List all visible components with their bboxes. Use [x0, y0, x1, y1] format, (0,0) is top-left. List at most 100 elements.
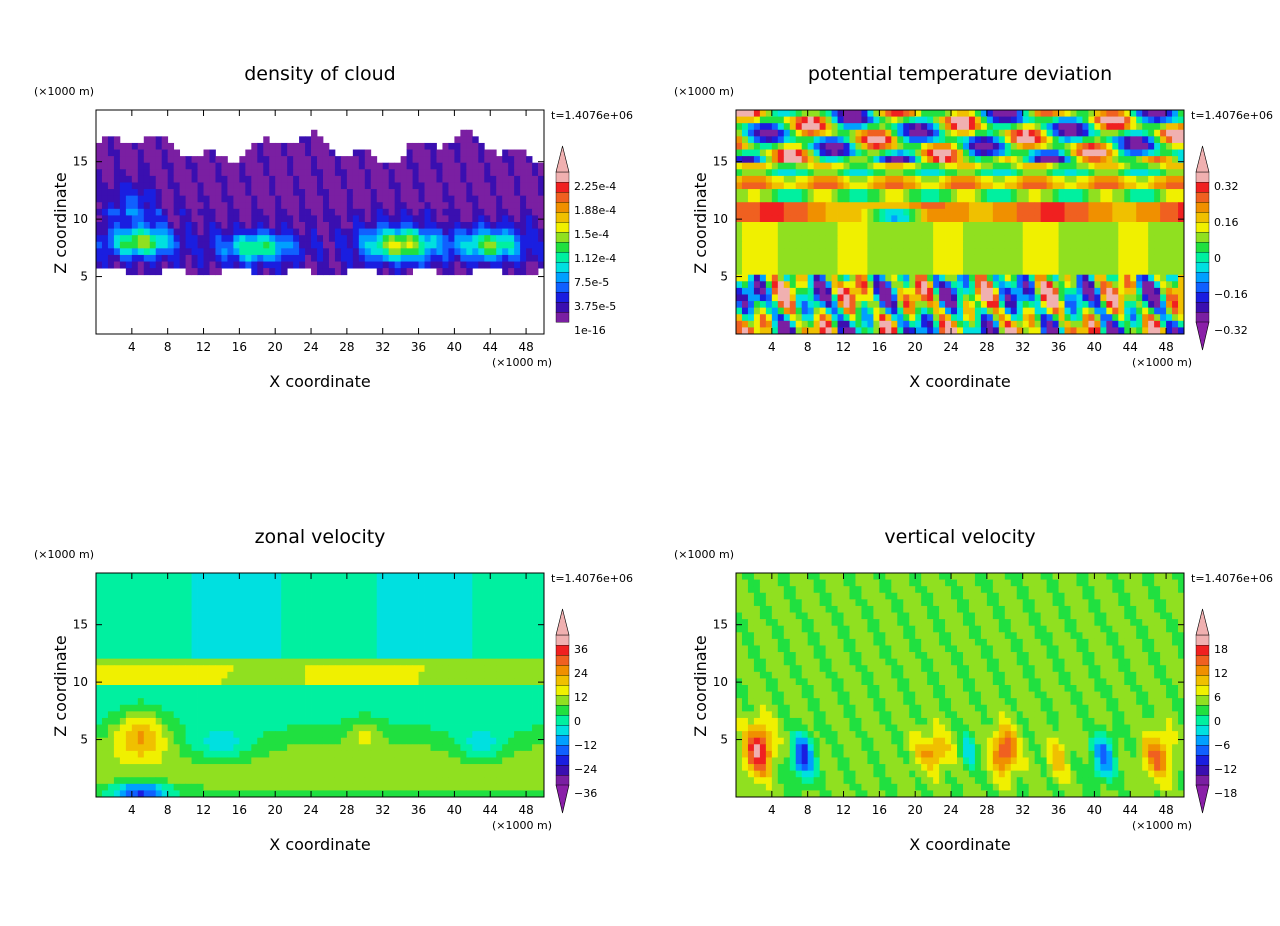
heatmap-cell — [125, 261, 133, 269]
heatmap-cell — [454, 612, 461, 620]
heatmap-cell — [1064, 169, 1071, 177]
heatmap-cell — [520, 579, 527, 587]
heatmap-cell — [915, 202, 922, 210]
heatmap-cell — [538, 632, 545, 640]
heatmap-cell — [861, 268, 868, 276]
heatmap-cell — [1112, 307, 1119, 315]
heatmap-cell — [1010, 241, 1018, 249]
heatmap-cell — [843, 268, 850, 276]
heatmap-cell — [1046, 195, 1053, 203]
heatmap-cell — [1154, 215, 1161, 223]
heatmap-cell — [96, 632, 103, 640]
heatmap-cell — [957, 202, 964, 210]
heatmap-cell — [843, 248, 850, 256]
heatmap-cell — [508, 268, 515, 276]
heatmap-cell — [346, 208, 354, 216]
heatmap-cell — [287, 605, 294, 613]
heatmap-cell — [311, 228, 318, 236]
heatmap-cell — [526, 268, 533, 276]
heatmap-cell — [96, 605, 103, 613]
heatmap-cell — [532, 195, 539, 203]
heatmap-cell — [795, 202, 803, 210]
heatmap-cell — [921, 254, 928, 262]
heatmap-cell — [879, 123, 886, 131]
heatmap-cell — [317, 592, 324, 600]
heatmap-cell — [221, 586, 228, 594]
heatmap-cell — [514, 169, 521, 177]
heatmap-cell — [203, 162, 210, 170]
heatmap-cell — [131, 175, 139, 183]
heatmap-cell — [478, 235, 485, 243]
heatmap-cell — [275, 235, 282, 243]
heatmap-cell — [370, 235, 378, 243]
heatmap-cell — [448, 612, 455, 620]
heatmap-cell — [179, 156, 186, 164]
heatmap-cell — [1004, 129, 1012, 137]
heatmap-cell — [101, 208, 109, 216]
heatmap-cell — [382, 268, 390, 276]
heatmap-cell — [364, 248, 372, 256]
heatmap-cell — [215, 619, 222, 627]
heatmap-cell — [939, 142, 946, 150]
heatmap-cell — [490, 182, 497, 190]
heatmap-cell — [532, 612, 539, 620]
heatmap-cell — [1094, 294, 1101, 302]
heatmap-cell — [843, 314, 850, 322]
heatmap-cell — [358, 573, 366, 580]
heatmap-cell — [867, 248, 874, 256]
heatmap-cell — [1100, 307, 1107, 315]
heatmap-cell — [442, 612, 449, 620]
heatmap-cell — [1004, 294, 1012, 302]
heatmap-cell — [233, 579, 240, 587]
heatmap-cell — [1052, 116, 1059, 124]
heatmap-cell — [825, 195, 832, 203]
heatmap-cell — [1166, 202, 1173, 210]
heatmap-cell — [1130, 123, 1137, 131]
heatmap-cell — [915, 254, 922, 262]
heatmap-cell — [346, 625, 354, 633]
heatmap-cell — [269, 162, 276, 170]
heatmap-cell — [496, 169, 503, 177]
heatmap-cell — [879, 287, 886, 295]
plot-frame — [735, 109, 1185, 335]
heatmap-cell — [215, 222, 222, 229]
heatmap-cell — [251, 645, 258, 653]
heatmap-cell — [137, 248, 145, 256]
heatmap-cell — [1040, 222, 1048, 229]
heatmap-cell — [807, 149, 815, 157]
heatmap-cell — [1112, 189, 1119, 197]
heatmap-cell — [502, 208, 509, 216]
heatmap-cell — [945, 110, 952, 117]
heatmap-cell — [945, 129, 952, 137]
heatmap-cell — [1172, 195, 1179, 203]
heatmap-cell — [460, 579, 467, 587]
heatmap-cell — [119, 625, 127, 633]
heatmap-cell — [992, 327, 1000, 335]
heatmap-cell — [388, 605, 396, 613]
heatmap-cell — [849, 182, 856, 190]
heatmap-cell — [478, 632, 485, 640]
heatmap-cell — [305, 599, 312, 607]
heatmap-cell — [167, 235, 175, 243]
heatmap-cell — [1076, 169, 1083, 177]
heatmap-cell — [233, 625, 240, 633]
heatmap-cell — [496, 208, 503, 216]
heatmap-cell — [364, 638, 372, 646]
heatmap-cell — [759, 182, 767, 190]
heatmap-cell — [532, 189, 539, 197]
heatmap-cell — [962, 281, 970, 289]
heatmap-cell — [317, 619, 324, 627]
heatmap-cell — [1160, 301, 1167, 309]
heatmap-cell — [771, 320, 779, 328]
heatmap-cell — [867, 195, 874, 203]
heatmap-cell — [400, 605, 408, 613]
heatmap-cell — [974, 195, 982, 203]
heatmap-cell — [131, 599, 139, 607]
heatmap-cell — [1172, 281, 1179, 289]
heatmap-cell — [1064, 287, 1071, 295]
heatmap-cell — [1142, 156, 1149, 164]
heatmap-cell — [454, 142, 461, 150]
heatmap-cell — [1166, 162, 1173, 170]
heatmap-cell — [1016, 222, 1024, 229]
heatmap-cell — [1160, 202, 1167, 210]
